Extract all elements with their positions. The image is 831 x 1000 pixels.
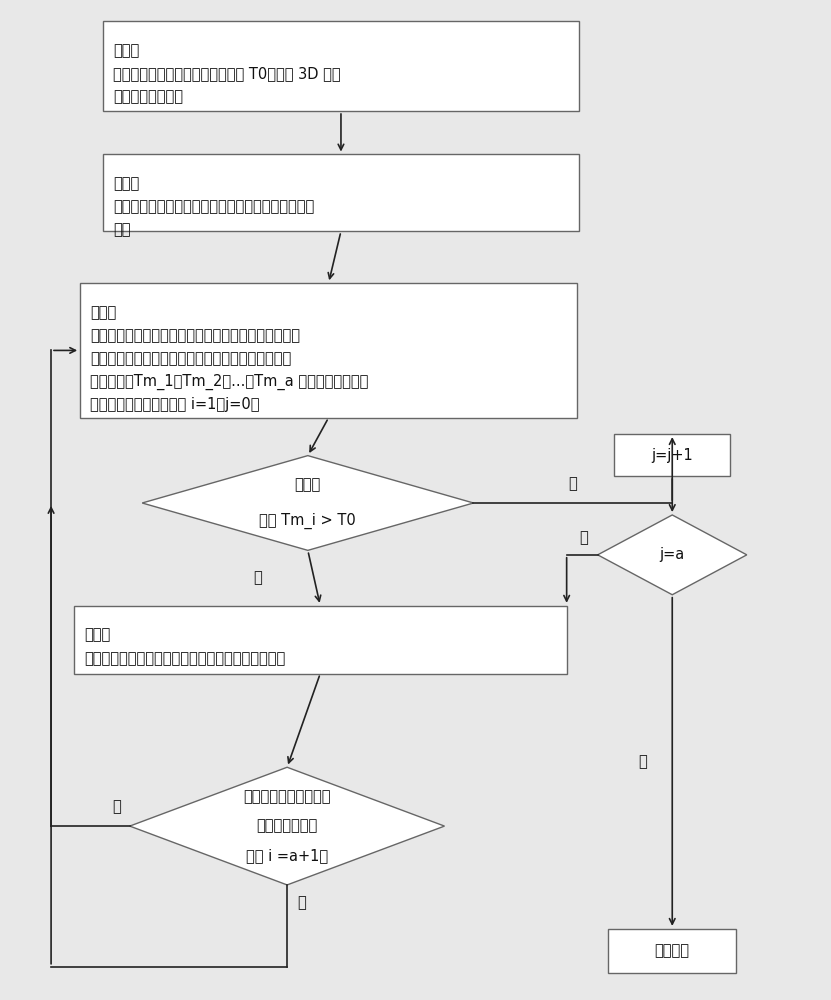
Bar — [80, 283, 577, 418]
Text: j=j+1: j=j+1 — [652, 448, 693, 463]
Text: 号。: 号。 — [113, 222, 130, 237]
Bar — [74, 606, 567, 674]
Bar — [103, 21, 579, 111]
Text: 根据三维芯片的布图信息，利用热阻模型进行热分析，: 根据三维芯片的布图信息，利用热阻模型进行热分析， — [90, 328, 300, 343]
Polygon shape — [597, 515, 747, 595]
Text: 第六步更新插入热通孔: 第六步更新插入热通孔 — [243, 789, 331, 804]
Polygon shape — [130, 767, 445, 885]
Text: 将集成电路版图分割为若干区域。将各个区域依次编: 将集成电路版图分割为若干区域。将各个区域依次编 — [113, 199, 314, 214]
Text: 否: 否 — [113, 799, 121, 814]
Text: 判断 Tm_i > T0: 判断 Tm_i > T0 — [259, 513, 356, 529]
Text: 是: 是 — [639, 754, 647, 769]
Text: 最高点所在的坐标值。令 i=1，j=0。: 最高点所在的坐标值。令 i=1，j=0。 — [90, 397, 259, 412]
Bar — [614, 434, 730, 476]
Text: 第五步: 第五步 — [84, 628, 110, 643]
Text: 第四步: 第四步 — [295, 478, 321, 493]
Text: 第三步: 第三步 — [90, 305, 116, 320]
Text: 第二步: 第二步 — [113, 176, 139, 191]
Bar — [608, 929, 736, 973]
Text: 第一步: 第一步 — [113, 43, 139, 58]
Text: 输入基本版图信息，确定目标温度 T0。建立 3D 集成: 输入基本版图信息，确定目标温度 T0。建立 3D 集成 — [113, 66, 341, 81]
Text: 否: 否 — [568, 476, 578, 491]
Text: 结束优化: 结束优化 — [655, 943, 690, 958]
Text: j=a: j=a — [660, 547, 685, 562]
Text: 是: 是 — [297, 895, 306, 910]
Text: 判断 i =a+1。: 判断 i =a+1。 — [246, 849, 328, 864]
Text: 电路直角坐标系。: 电路直角坐标系。 — [113, 89, 183, 104]
Text: 是: 是 — [253, 571, 263, 586]
Bar — [103, 154, 579, 231]
Text: 度最高值，Tm_1，Tm_2，...，Tm_a 和各个区域的温度: 度最高值，Tm_1，Tm_2，...，Tm_a 和各个区域的温度 — [90, 374, 368, 390]
Text: 得到芯片上各个区域的温度分布。存储各个区域的温: 得到芯片上各个区域的温度分布。存储各个区域的温 — [90, 351, 291, 366]
Text: 否: 否 — [579, 530, 588, 545]
Text: 后的版图信息。: 后的版图信息。 — [257, 819, 317, 834]
Polygon shape — [142, 456, 474, 550]
Text: 计算热通孔数目，判断并选取插入点，插入热通孔。: 计算热通孔数目，判断并选取插入点，插入热通孔。 — [84, 651, 285, 666]
